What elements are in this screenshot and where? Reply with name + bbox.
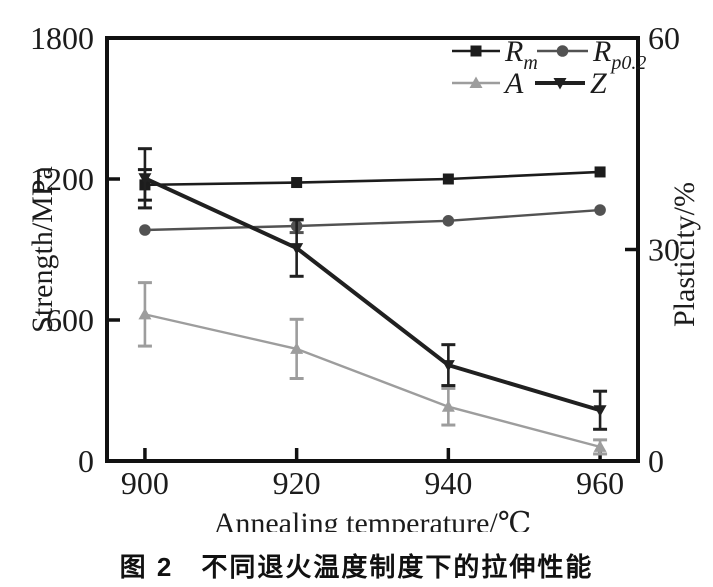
x-axis-tick-label: 960	[576, 465, 624, 501]
marker-Rm	[442, 173, 454, 185]
x-axis-title: Annealing temperature/℃	[214, 507, 532, 532]
figure-caption: 图 2 不同退火温度制度下的拉伸性能	[119, 552, 594, 582]
series-line-Z	[144, 176, 601, 413]
legend-marker-A	[469, 76, 483, 88]
marker-Z	[593, 405, 607, 417]
legend-marker-Rp0.2	[556, 45, 569, 57]
marker-Rp0.2	[442, 215, 455, 227]
marker-Z	[138, 173, 152, 185]
marker-Rm	[594, 166, 606, 178]
marker-Z	[290, 243, 304, 255]
y-axis-right-tick-label: 60	[648, 20, 680, 56]
x-axis-tick-label: 920	[273, 465, 321, 501]
marker-Rp0.2	[139, 224, 151, 236]
y-axis-left-tick-label: 1800	[30, 20, 94, 56]
legend-marker-Z	[553, 78, 567, 90]
y-axis-right-tick-label: 0	[648, 443, 664, 479]
x-axis-tick-label: 940	[424, 465, 472, 501]
x-axis-tick-label: 900	[121, 465, 169, 501]
legend-label-Z: Z	[590, 67, 607, 100]
legend-label-A: A	[503, 67, 524, 100]
marker-Rp0.2	[594, 204, 606, 216]
series-line-Rm	[144, 170, 601, 187]
marker-A	[290, 342, 304, 354]
series-line-Rp0.2	[144, 208, 601, 232]
legend-marker-Rm	[470, 45, 482, 57]
series-line-A	[144, 313, 601, 449]
marker-A	[593, 440, 607, 452]
plot-frame	[105, 36, 640, 463]
y-axis-left-title: Strength/MPa	[26, 166, 59, 333]
marker-A	[441, 400, 455, 412]
marker-Rm	[291, 177, 303, 189]
y-axis-left-tick-label: 600	[46, 302, 94, 338]
tensile-properties-chart: 0 600 1200 1800 0 30 60 900 920 940 960 Strength/MP…	[26, 20, 701, 540]
legend-label-Rm: Rm	[504, 35, 538, 74]
y-axis-right-tick-label: 30	[648, 232, 680, 268]
marker-Z	[441, 360, 455, 372]
y-axis-left-tick-label: 1200	[30, 161, 94, 197]
y-axis-right-title: Plasticity/%	[668, 182, 701, 327]
y-axis-left-tick-label: 0	[78, 443, 94, 479]
marker-A	[138, 307, 152, 320]
